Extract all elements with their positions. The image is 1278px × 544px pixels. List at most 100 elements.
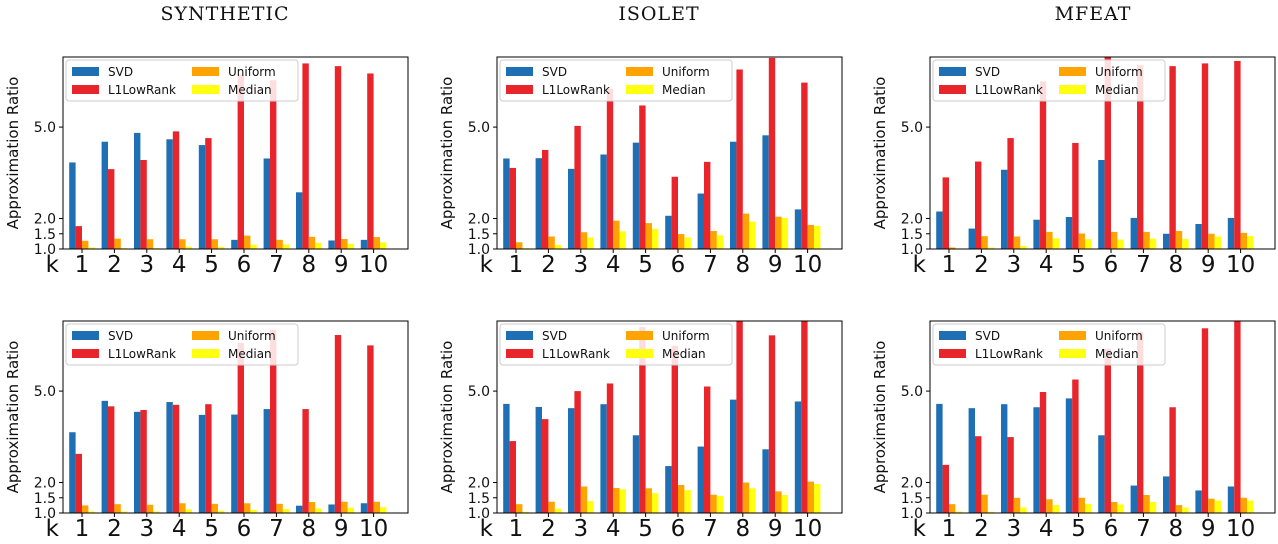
panel-6-bar-svd-k5 [1065, 398, 1073, 513]
panel-2-xtick-label: 5 [638, 252, 653, 278]
panel-1-bar-l1lowrank-k3 [140, 160, 147, 249]
panel-4-bar-median-k9 [347, 507, 354, 513]
panel-5-xlabel: k [480, 516, 494, 542]
panel-3-bar-uniform-k5 [1078, 233, 1085, 249]
panel-1-bar-svd-k2 [101, 141, 108, 249]
panel-6-bar-l1lowrank-k5 [1072, 379, 1079, 513]
panel-4-bar-l1lowrank-k10 [367, 345, 374, 513]
panel-2-bar-l1lowrank-k7 [704, 161, 711, 249]
panel-1-xtick-label: 2 [107, 252, 122, 278]
panel-2-bar-uniform-k4 [613, 220, 620, 249]
panel-6-bar-uniform-k3 [1013, 497, 1021, 513]
panel-2-bar-uniform-k8 [742, 213, 750, 249]
panel-4-bar-median-k6 [250, 509, 257, 513]
panel-1-ytick-label: 2.0 [34, 212, 56, 228]
panel-6-ytick-label: 5.0 [901, 384, 923, 400]
panel-2-bar-l1lowrank-k6 [671, 176, 678, 249]
panel-4-bar-median-k3 [153, 511, 160, 513]
panel-5-bar-l1lowrank-k8 [736, 321, 743, 513]
panel-6-ytick-label: 2.0 [901, 476, 923, 492]
panel-4-bar-uniform-k6 [244, 503, 251, 513]
panel-5-bar-svd-k4 [600, 404, 607, 513]
panel-3-legend-swatch-uniform [1059, 67, 1086, 76]
panel-2-bar-median-k10 [814, 225, 821, 249]
column-title-synthetic: SYNTHETIC [160, 3, 289, 25]
panel-1-bar-l1lowrank-k4 [172, 131, 180, 249]
panel-5-bar-uniform-k6 [678, 484, 685, 513]
panel-4-bar-l1lowrank-k8 [302, 409, 309, 513]
panel-6-legend-box [932, 323, 1166, 366]
panel-2-bar-l1lowrank-k4 [606, 88, 614, 249]
panel-6-bar-l1lowrank-k2 [975, 436, 982, 513]
panel-5-bar-svd-k6 [665, 466, 672, 513]
panel-3-xtick-label: 5 [1071, 252, 1086, 278]
panel-2-bar-median-k2 [554, 245, 562, 249]
panel-3-ytick-label: 5.0 [901, 120, 923, 136]
panel-3-bar-svd-k5 [1065, 217, 1073, 249]
panel-5-bar-l1lowrank-k2 [542, 419, 549, 513]
panel-2-xtick-label: 6 [671, 252, 686, 278]
panel-1-axes-frame [62, 56, 409, 250]
panel-4-bar-uniform-k1 [82, 505, 89, 513]
panel-6-bar-median-k7 [1149, 502, 1157, 513]
panel-1-ytick-label: 1.0 [34, 242, 56, 258]
panel-2-xtick-label: 4 [606, 252, 621, 278]
panel-4-bar-svd-k10 [360, 503, 368, 513]
panel-5-legend-label-l1lowrank: L1LowRank [542, 347, 610, 361]
panel-4-bar-median-k2 [120, 511, 128, 513]
panel-2-xtick-label: 2 [541, 252, 556, 278]
panel-6-bar-l1lowrank-k1 [942, 464, 949, 513]
panel-1-bar-median-k10 [380, 242, 387, 249]
panel-4-bar-l1lowrank-k9 [334, 335, 342, 513]
panel-3-bar-svd-k4 [1033, 219, 1040, 249]
panel-3-xtick-label: 9 [1201, 252, 1216, 278]
panel-3-bar-l1lowrank-k8 [1169, 66, 1176, 249]
panel-2-bar-l1lowrank-k8 [736, 69, 743, 249]
panel-3-legend-label-median: Median [1095, 83, 1139, 97]
panel-3-bar-svd-k8 [1163, 233, 1170, 249]
panel-3-bar-l1lowrank-k3 [1007, 138, 1014, 249]
panel-5-bar-l1lowrank-k9 [768, 335, 776, 513]
panel-3-bar-uniform-k7 [1143, 231, 1150, 249]
panel-5-xtick-label: 10 [793, 516, 822, 542]
column-title-mfeat: MFEAT [1055, 3, 1132, 25]
panel-1-ylabel: Approximation Ratio [4, 77, 22, 230]
panel-6-xtick-label: 8 [1168, 516, 1183, 542]
panel-1-xtick-label: 6 [237, 252, 252, 278]
panel-6-ytick-label: 1.5 [901, 491, 923, 507]
panel-2-bar-svd-k4 [600, 154, 607, 249]
panel-6-axes-frame [929, 320, 1276, 514]
panel-3-legend-label-l1lowrank: L1LowRank [975, 83, 1043, 97]
panel-6-bar-svd-k6 [1098, 435, 1105, 513]
panel-2-axes-frame [496, 56, 843, 250]
panel-5-bar-uniform-k5 [645, 488, 652, 513]
panel-2-xtick-label: 10 [793, 252, 822, 278]
panel-2-bar-median-k7 [716, 235, 724, 249]
panel-6-bar-svd-k8 [1163, 476, 1170, 513]
panel-4-legend-swatch-median [192, 349, 219, 358]
panel-5-bar-svd-k3 [568, 408, 575, 513]
panel-4-bar-uniform-k4 [179, 503, 186, 513]
panel-3-legend-label-svd: SVD [975, 65, 1000, 79]
panel-4-bar-uniform-k8 [308, 502, 316, 513]
panel-1-bar-median-k7 [282, 244, 290, 249]
panel-4-ylabel: Approximation Ratio [4, 341, 22, 494]
panel-4-xtick-label: 7 [269, 516, 284, 542]
panel-1-bar-l1lowrank-k1 [75, 226, 82, 249]
panel-1-bar-svd-k8 [296, 192, 303, 249]
panel-4-bar-uniform-k2 [114, 504, 121, 513]
panel-4-bar-svd-k4 [166, 402, 173, 513]
panel-2-ytick-label: 2.0 [468, 212, 490, 228]
panel-1-xtick-label: 3 [139, 252, 154, 278]
panel-5-xtick-label: 2 [541, 516, 556, 542]
panel-6-bar-svd-k1 [936, 403, 943, 513]
panel-4-bar-svd-k1 [69, 432, 76, 513]
panel-4-bar-svd-k2 [101, 400, 108, 513]
panel-1-bar-svd-k3 [134, 132, 141, 249]
panel-3-bar-median-k6 [1117, 239, 1124, 249]
panel-5-legend-label-svd: SVD [542, 329, 567, 343]
panel-1-bar-uniform-k7 [276, 239, 283, 249]
panel-6-bar-uniform-k9 [1208, 498, 1215, 513]
panel-6-legend-swatch-svd [939, 331, 966, 340]
panel-6-bar-median-k8 [1182, 507, 1189, 513]
